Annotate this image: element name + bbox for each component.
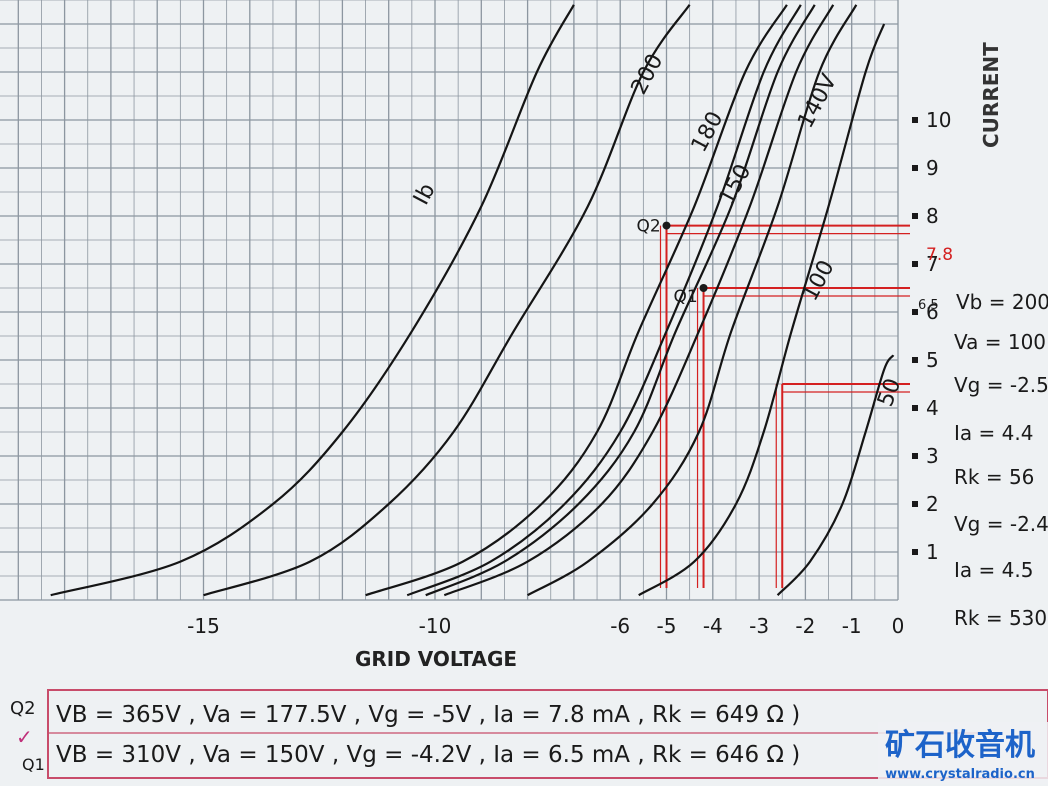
right-note-0: Vb = 200	[956, 290, 1048, 314]
q1-label: Q1	[22, 755, 45, 774]
q1-result-text: VB = 310V , Va = 150V , Vg = -4.2V , Ia …	[56, 742, 800, 768]
operating-point-label-0: Q2	[637, 217, 661, 237]
watermark-backdrop	[878, 722, 1048, 784]
series-line-0	[50, 4, 575, 597]
y-tick-mark	[912, 165, 918, 171]
results-box: Q2 VB = 365V , Va = 177.5V , Vg = -5V , …	[10, 689, 1048, 779]
q2-result-text: VB = 365V , Va = 177.5V , Vg = -5V , Ia …	[56, 702, 800, 728]
x-axis-label: GRID VOLTAGE	[355, 647, 517, 671]
x-tick-label: 0	[892, 614, 905, 638]
y-tick-mark	[912, 261, 918, 267]
series-line-5	[443, 4, 835, 597]
side-tick-label: 6.5	[918, 298, 939, 313]
watermark-logo: 矿石收音机	[885, 728, 1035, 763]
operating-points: Q2 Q1	[637, 217, 708, 307]
series-line-7	[638, 23, 886, 597]
right-note-3: Ia = 4.4	[954, 421, 1033, 445]
operating-point-label-1: Q1	[674, 287, 698, 307]
x-tick-label: -10	[419, 614, 452, 638]
y-tick-label: 5	[926, 348, 939, 372]
x-tick-label: -1	[842, 614, 862, 638]
y-tick-label: 7	[926, 252, 939, 276]
q2-label: Q2	[10, 698, 36, 719]
y-axis-label: CURRENT	[979, 42, 1003, 148]
right-note-1: Va = 100	[954, 330, 1046, 354]
right-note-2: Vg = -2.5	[954, 373, 1048, 397]
right-note-5: Vg = -2.4	[954, 512, 1048, 536]
y-tick-mark	[912, 453, 918, 459]
y-tick-label: 2	[926, 492, 939, 516]
x-tick-label: -3	[749, 614, 769, 638]
y-tick-label: 4	[926, 396, 939, 420]
series-line-4	[425, 4, 816, 597]
check-mark: ✓	[16, 725, 33, 749]
y-tick-mark	[912, 405, 918, 411]
series-line-6	[527, 4, 858, 597]
series-line-2	[365, 4, 788, 597]
watermark-url: www.crystalradio.cn	[885, 767, 1035, 782]
x-tick-label: -5	[657, 614, 677, 638]
right-note-6: Ia = 4.5	[954, 558, 1033, 582]
y-tick-label: 6	[926, 300, 939, 324]
x-tick-label: -4	[703, 614, 723, 638]
x-tick-labels: -15 -10 -6 -5 -4 -3 -2 -1 0	[187, 614, 904, 638]
y-tick-label: 1	[926, 540, 939, 564]
x-tick-label: -15	[187, 614, 220, 638]
right-note-7: Rk = 530	[954, 606, 1047, 630]
y-tick-mark	[912, 117, 918, 123]
red-tick-label: 7.8	[926, 245, 953, 265]
y-tick-label: 8	[926, 204, 939, 228]
series-line-1	[203, 4, 691, 597]
operating-point-0	[662, 221, 671, 230]
operating-point-1	[699, 284, 708, 292]
series-line-8	[776, 354, 895, 596]
y-tick-mark	[912, 501, 918, 507]
y-tick-label: 10	[926, 108, 951, 132]
y-tick-mark	[912, 309, 918, 315]
y-tick-label: 9	[926, 156, 939, 180]
y-tick-label: 3	[926, 444, 939, 468]
grid-lines	[0, 0, 899, 601]
right-note-4: Rk = 56	[954, 465, 1034, 489]
watermark: 矿石收音机 www.crystalradio.cn	[878, 722, 1048, 784]
y-tick-mark	[912, 213, 918, 219]
y-tick-mark	[912, 549, 918, 555]
y-tick-mark	[912, 357, 918, 363]
x-tick-label: -2	[795, 614, 815, 638]
y-tick-labels: 1 2 3 4 5 6 7 8 9 10	[912, 108, 951, 564]
results-box-border	[47, 689, 1048, 779]
x-tick-label: -6	[610, 614, 630, 638]
right-margin-notes: Vb = 200 Va = 100 Vg = -2.5 Ia = 4.4 Rk = 56…	[954, 290, 1048, 630]
series-line-3	[406, 4, 802, 597]
